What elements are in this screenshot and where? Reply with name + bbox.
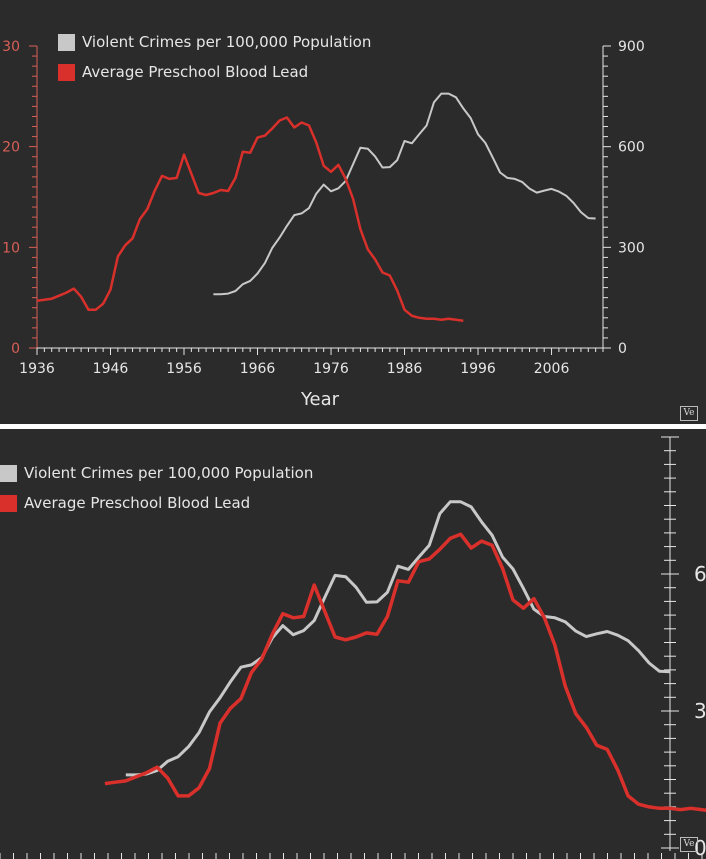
- vega-logo-icon-2[interactable]: Ve: [680, 837, 698, 852]
- y-right-tick-label: 300: [618, 240, 645, 256]
- y-left-tick-label: 0: [11, 341, 20, 357]
- y-right-tick-label: 0: [618, 341, 627, 357]
- series-line-violent-crimes: [213, 92, 596, 296]
- top-legend: Violent Crimes per 100,000 Population Av…: [58, 31, 371, 91]
- legend-entry-blood-lead[interactable]: Average Preschool Blood Lead: [58, 61, 371, 83]
- legend-swatch-violent-crimes-2: [0, 464, 17, 482]
- legend-label-violent-crimes-2: Violent Crimes per 100,000 Population: [24, 464, 314, 482]
- y-left-tick-label: 30: [2, 39, 20, 55]
- x-tick-label: 1986: [387, 361, 423, 377]
- x-tick-label: 1946: [93, 361, 129, 377]
- y-left-tick-label: 20: [2, 140, 20, 156]
- series-line-blood-lead-2: [104, 532, 706, 812]
- x-tick-label: 1936: [19, 361, 55, 377]
- x-axis-title: Year: [300, 389, 340, 410]
- x-tick-label: 1996: [460, 361, 496, 377]
- legend-swatch-blood-lead: [58, 63, 75, 81]
- legend-entry-blood-lead-2[interactable]: Average Preschool Blood Lead: [0, 492, 313, 514]
- bottom-legend: Violent Crimes per 100,000 Population Av…: [0, 462, 313, 522]
- legend-swatch-violent-crimes: [58, 33, 75, 51]
- legend-label-violent-crimes: Violent Crimes per 100,000 Population: [82, 33, 372, 51]
- y-right-tick-label-2: 3: [694, 699, 706, 723]
- y-right-tick-label: 600: [618, 140, 645, 156]
- y-right-tick-label-2: 6: [694, 562, 706, 586]
- y-right-tick-label: 900: [618, 39, 645, 55]
- chart-panel-top: 0 10 20 30 0 300 600 900 1936 1946 1956 1966 1976 198…: [0, 0, 706, 424]
- legend-entry-violent-crimes[interactable]: Violent Crimes per 100,000 Population: [58, 31, 371, 53]
- legend-label-blood-lead: Average Preschool Blood Lead: [82, 63, 309, 81]
- x-tick-label: 1956: [166, 361, 202, 377]
- x-tick-label: 1966: [240, 361, 276, 377]
- vega-logo-icon[interactable]: Ve: [680, 406, 698, 421]
- series-line-blood-lead: [36, 116, 464, 323]
- series-line-violent-crimes-2: [125, 500, 671, 777]
- bottom-chart-svg: 036: [0, 436, 706, 859]
- x-tick-label: 1976: [313, 361, 349, 377]
- x-tick-label: 2006: [534, 361, 570, 377]
- legend-entry-violent-crimes-2[interactable]: Violent Crimes per 100,000 Population: [0, 462, 313, 484]
- y-left-tick-label: 10: [2, 240, 20, 256]
- legend-swatch-blood-lead-2: [0, 494, 17, 512]
- legend-label-blood-lead-2: Average Preschool Blood Lead: [24, 494, 251, 512]
